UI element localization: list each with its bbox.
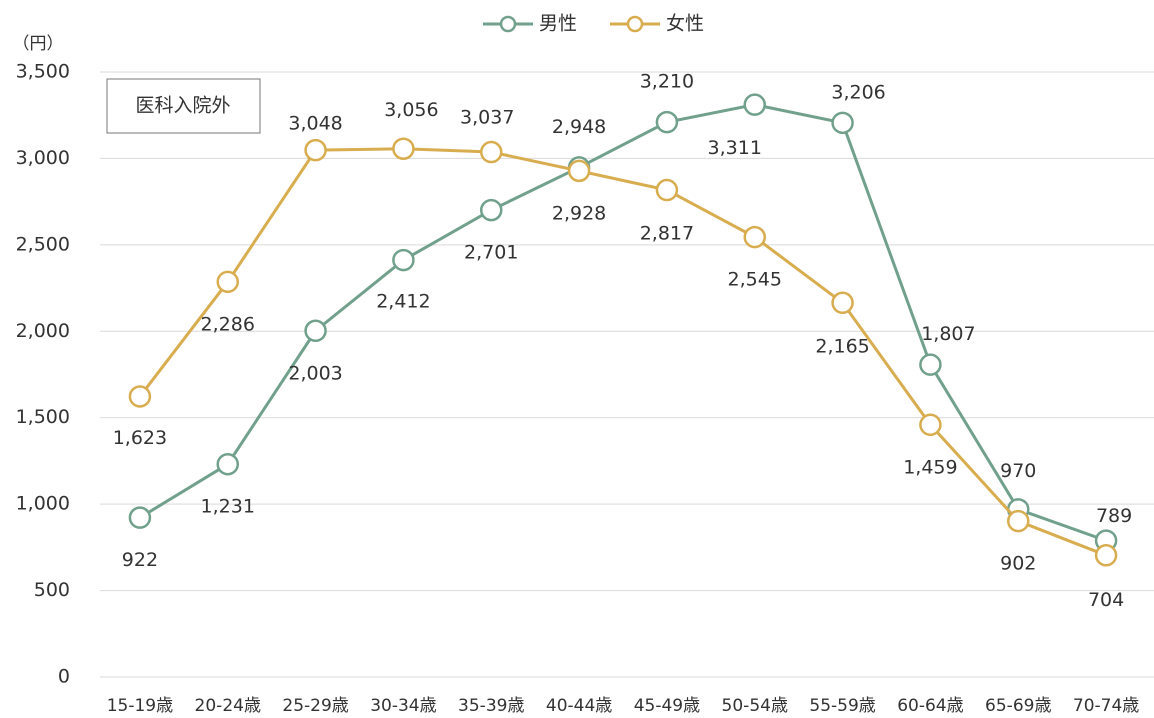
data-label: 922	[122, 549, 158, 571]
legend-label: 女性	[666, 13, 704, 35]
data-label: 3,037	[460, 107, 514, 129]
x-tick-label: 55-59歳	[809, 696, 875, 716]
data-label: 2,003	[288, 362, 342, 384]
x-tick-label: 30-34歳	[370, 696, 436, 716]
point	[304, 319, 327, 343]
data-label: 704	[1088, 589, 1124, 611]
point	[128, 385, 152, 408]
legend-marker	[626, 15, 644, 33]
data-label: 3,048	[288, 113, 342, 135]
x-tick-label: 25-29歳	[282, 696, 348, 716]
data-label: 1,807	[921, 323, 975, 345]
point	[392, 137, 415, 160]
point	[392, 248, 415, 272]
x-tick-label: 70-74歳	[1073, 696, 1139, 716]
data-label: 2,817	[640, 223, 694, 245]
data-label: 2,165	[815, 335, 869, 357]
x-tick-label: 45-49歳	[634, 696, 700, 716]
point	[480, 198, 503, 222]
data-label: 2,701	[464, 242, 518, 264]
y-tick-label: 2,000	[16, 320, 70, 342]
x-tick-label: 40-44歳	[546, 696, 612, 716]
point	[1094, 544, 1118, 567]
point	[1007, 509, 1030, 533]
y-unit: （円）	[13, 34, 64, 54]
data-label: 2,928	[552, 202, 606, 224]
data-label: 2,412	[376, 291, 430, 313]
y-tick-label: 0	[58, 666, 70, 688]
data-label: 789	[1096, 505, 1132, 527]
point	[216, 452, 239, 476]
data-label: 2,948	[552, 116, 606, 138]
x-tick-label: 35-39歳	[458, 696, 524, 716]
y-tick-label: 1,500	[16, 406, 70, 428]
data-label: 3,056	[384, 99, 438, 121]
x-tick-label: 50-54歳	[722, 696, 788, 716]
annotation: 医科入院外	[135, 95, 230, 117]
line-series	[139, 103, 1107, 543]
point	[128, 506, 152, 529]
point	[655, 178, 679, 202]
point	[304, 138, 327, 162]
annotation-box	[106, 78, 261, 134]
legend-marker	[499, 15, 517, 33]
point	[831, 111, 854, 135]
data-label: 970	[1000, 460, 1036, 482]
data-label: 3,311	[708, 137, 762, 159]
point	[831, 291, 854, 315]
data-label: 2,545	[728, 269, 782, 291]
point	[655, 110, 679, 134]
legend-label: 男性	[539, 13, 577, 35]
y-tick-label: 1,000	[16, 493, 70, 515]
data-label: 2,286	[201, 313, 255, 335]
x-tick-label: 65-69歳	[985, 696, 1051, 716]
y-tick-label: 3,000	[16, 147, 70, 169]
data-label: 3,206	[831, 81, 885, 103]
point	[919, 353, 942, 376]
data-label: 902	[1000, 553, 1036, 575]
data-label: 1,231	[201, 496, 255, 518]
point	[743, 225, 766, 249]
line-series	[138, 147, 1107, 557]
x-tick-label: 20-24歳	[195, 696, 261, 716]
point	[216, 270, 239, 294]
data-label: 1,459	[903, 456, 957, 478]
y-tick-label: 500	[34, 579, 70, 601]
point	[919, 413, 942, 437]
point	[567, 159, 591, 183]
y-tick-label: 3,500	[16, 61, 70, 83]
x-tick-label: 60-64歳	[897, 696, 963, 716]
x-tick-label: 15-19歳	[107, 696, 173, 716]
data-label: 3,210	[640, 71, 694, 93]
data-label: 1,623	[113, 427, 167, 449]
point	[743, 93, 766, 116]
y-tick-label: 2,500	[16, 233, 70, 255]
point	[480, 140, 503, 164]
